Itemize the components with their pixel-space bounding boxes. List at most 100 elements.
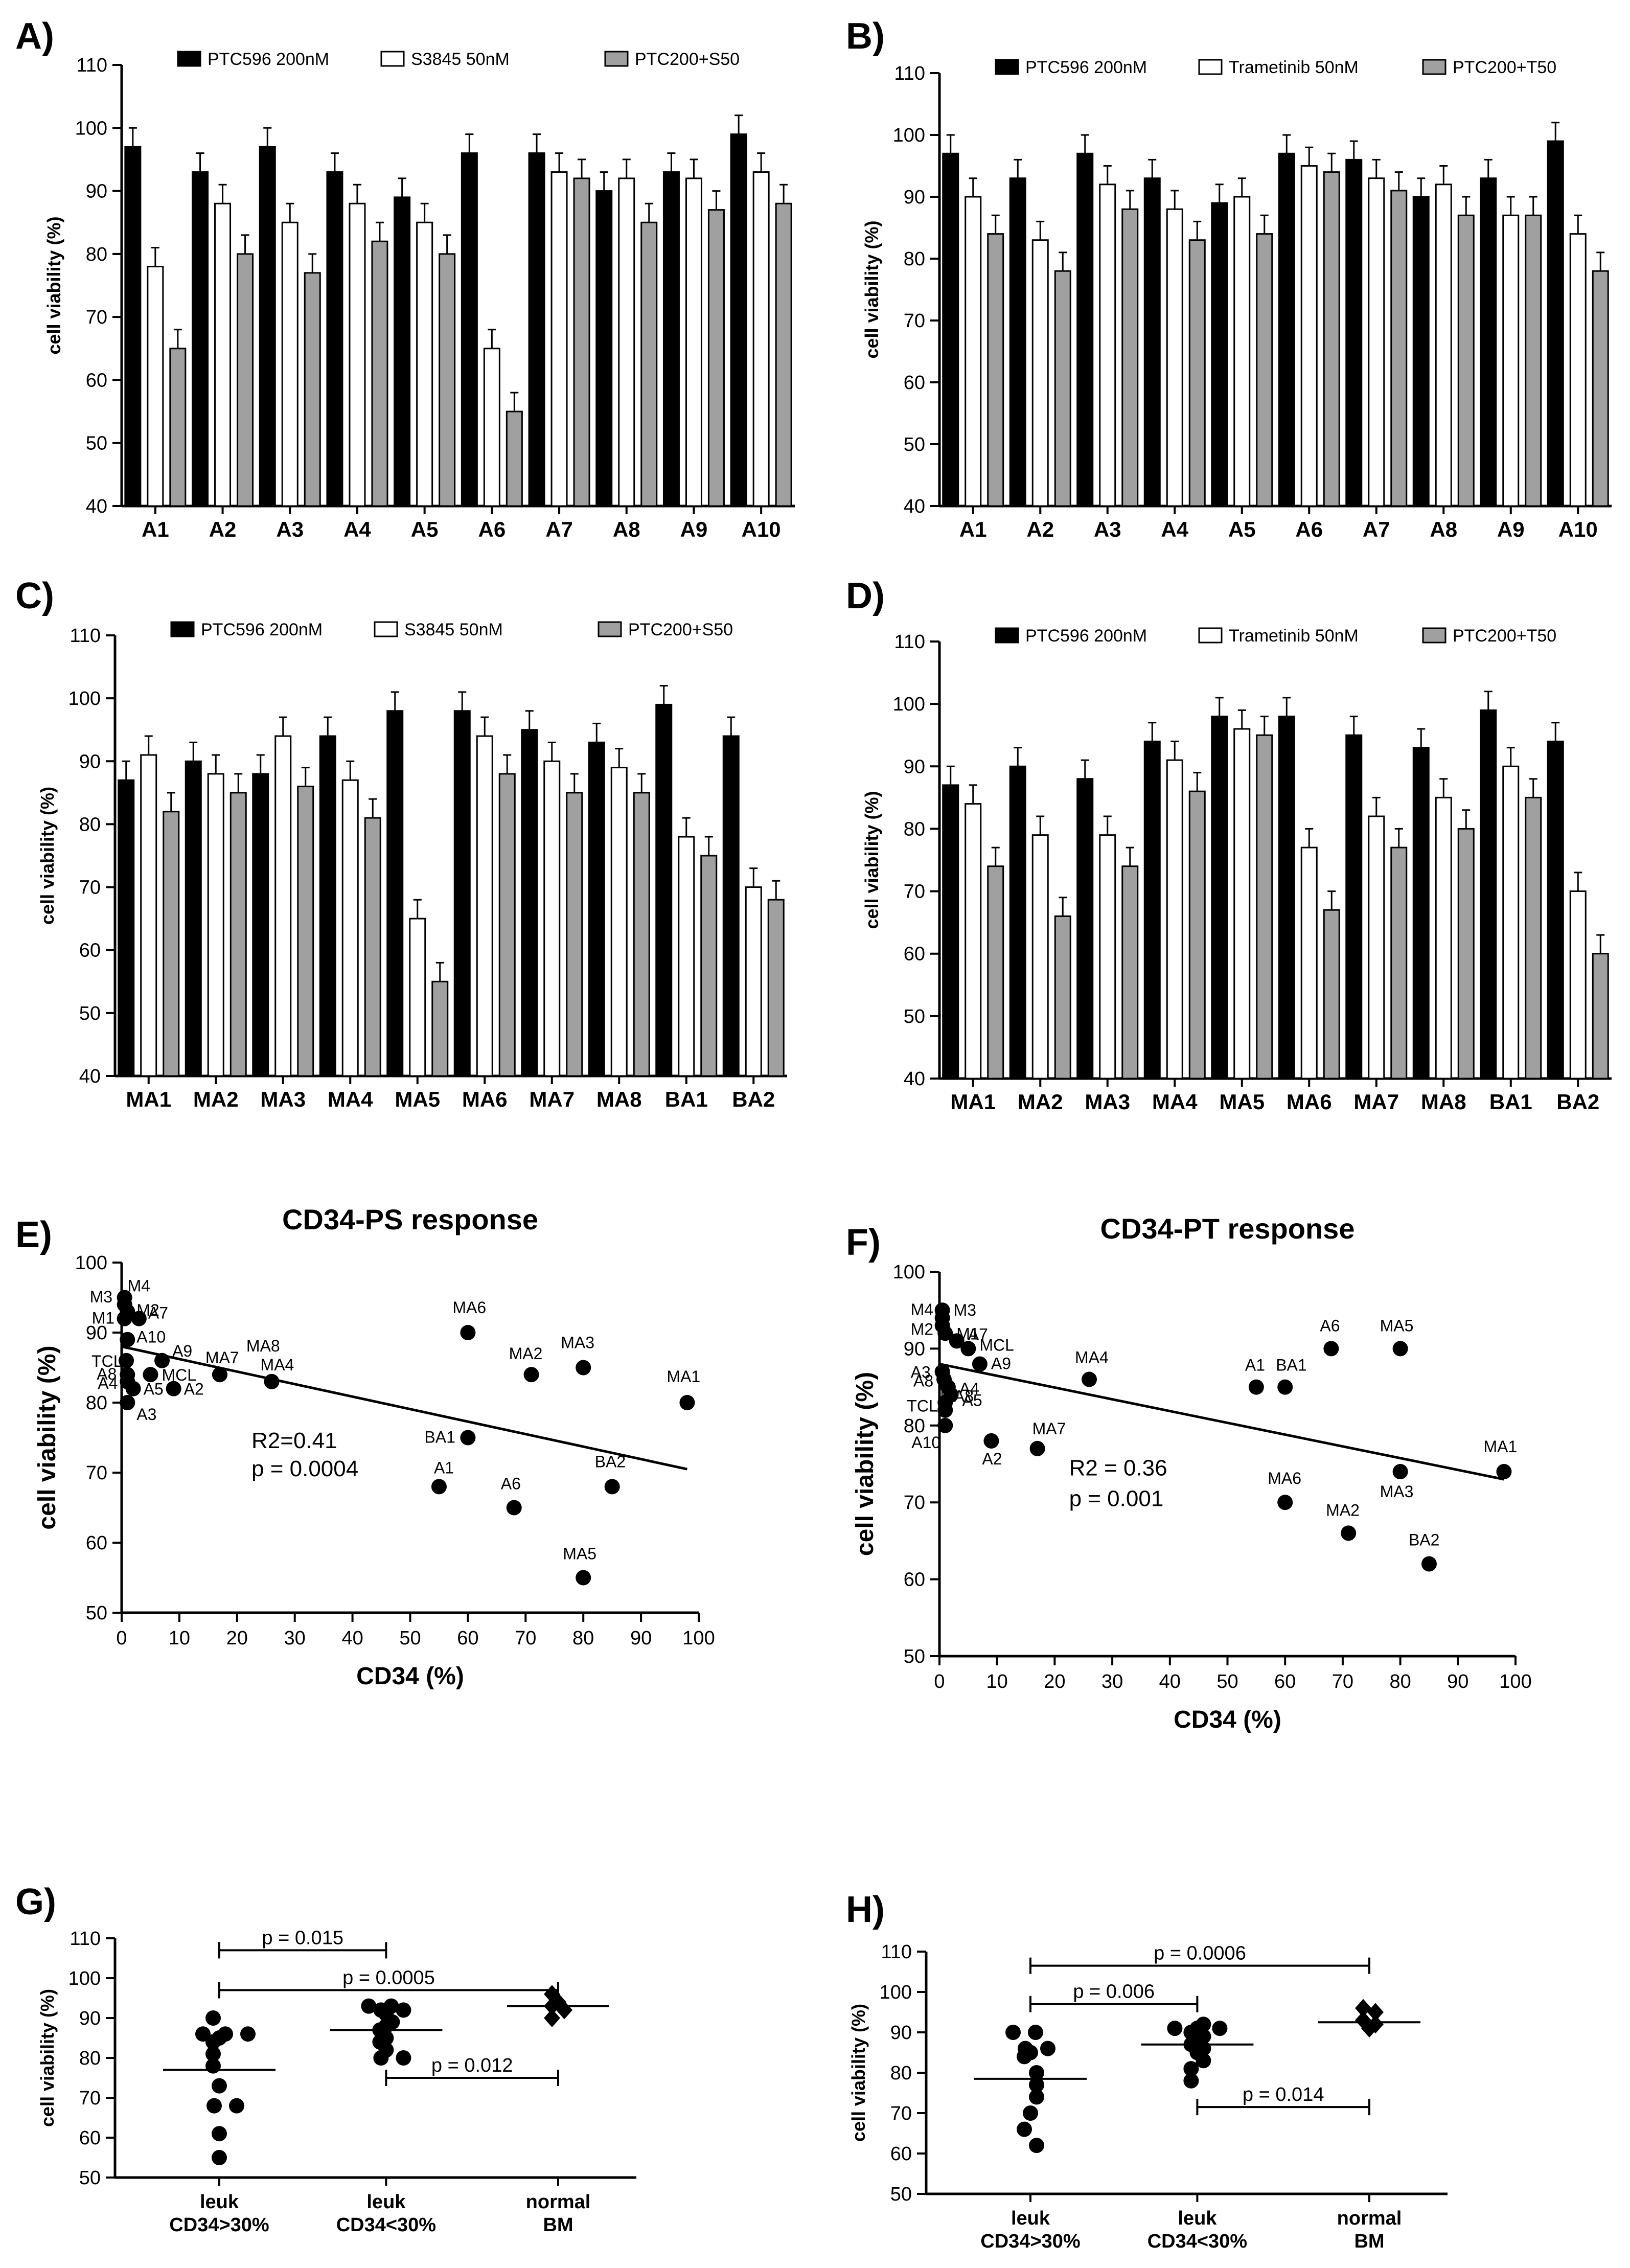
point-label: MA7 bbox=[205, 1348, 239, 1367]
group-label: leuk bbox=[1178, 2208, 1217, 2229]
bar bbox=[1480, 709, 1497, 1080]
y-tick-label: 70 bbox=[904, 881, 925, 903]
bar bbox=[416, 221, 433, 507]
x-tick-label: 70 bbox=[515, 1628, 536, 1649]
data-point bbox=[120, 1332, 135, 1347]
point-label: A8 bbox=[97, 1365, 117, 1383]
x-tick-label: 60 bbox=[457, 1628, 478, 1649]
data-point bbox=[1082, 1371, 1097, 1387]
chart-panel-b: B) 40 50 60 70 80 90 100 110 cell viability (%) A1… bbox=[846, 16, 1612, 541]
y-tick-label: 80 bbox=[79, 814, 101, 835]
x-tick-label: MA5 bbox=[395, 1087, 440, 1111]
bar bbox=[304, 272, 321, 507]
y-tick-label: 40 bbox=[86, 496, 107, 517]
bar bbox=[229, 792, 247, 1077]
x-tick-label: A2 bbox=[1026, 517, 1054, 541]
x-tick-label: MA5 bbox=[1219, 1090, 1265, 1114]
bar bbox=[431, 980, 449, 1077]
bar bbox=[1502, 214, 1520, 507]
bar bbox=[124, 146, 142, 507]
x-tick-label: MA4 bbox=[1152, 1090, 1198, 1114]
data-point bbox=[943, 1387, 959, 1403]
bar bbox=[386, 710, 404, 1077]
data-point bbox=[544, 2009, 560, 2027]
group-label: leuk bbox=[1011, 2208, 1050, 2229]
data-point bbox=[576, 1570, 591, 1586]
bar bbox=[1300, 846, 1318, 1080]
y-tick-label: 90 bbox=[904, 1338, 925, 1360]
y-tick-label: 50 bbox=[79, 2167, 101, 2189]
y-tick-label: 50 bbox=[904, 1006, 925, 1027]
bar bbox=[775, 202, 792, 507]
legend-label: PTC596 200nM bbox=[1025, 626, 1147, 646]
panel-label: C) bbox=[15, 576, 54, 616]
bar bbox=[1323, 171, 1340, 507]
point-label: MCL bbox=[979, 1336, 1014, 1354]
x-tick-label: A10 bbox=[742, 517, 781, 541]
stat-r2: R2=0.41 bbox=[251, 1428, 337, 1453]
y-tick-label: 100 bbox=[75, 1252, 107, 1274]
group-label: CD34<30% bbox=[336, 2214, 436, 2236]
x-tick-label: 90 bbox=[1447, 1671, 1468, 1692]
x-tick-label: BA2 bbox=[732, 1087, 775, 1111]
bar bbox=[1323, 909, 1340, 1080]
bar bbox=[1211, 202, 1228, 507]
point-label: A5 bbox=[144, 1380, 164, 1399]
y-tick-label: 80 bbox=[86, 244, 107, 265]
bar bbox=[1547, 740, 1564, 1080]
data-point bbox=[1277, 1495, 1293, 1510]
point-label: A6 bbox=[501, 1475, 521, 1493]
y-axis-label: cell viability (%) bbox=[861, 220, 882, 358]
y-axis-label: cell viability (%) bbox=[852, 1372, 879, 1556]
bar bbox=[326, 171, 343, 507]
y-axis-label: cell viability (%) bbox=[43, 216, 64, 354]
y-tick-label: 110 bbox=[70, 1928, 101, 1950]
y-tick-label: 60 bbox=[890, 2143, 912, 2165]
chart-title: CD34-PT response bbox=[1100, 1212, 1355, 1245]
legend-swatch bbox=[1198, 627, 1223, 644]
bar bbox=[745, 886, 762, 1077]
bar bbox=[461, 152, 478, 507]
data-point bbox=[604, 1479, 620, 1495]
data-point bbox=[983, 1433, 999, 1449]
y-tick-label: 80 bbox=[904, 248, 925, 270]
stat-p: p = 0.0004 bbox=[251, 1456, 358, 1481]
point-label: M2 bbox=[911, 1320, 933, 1338]
data-point bbox=[1029, 2138, 1044, 2154]
data-point bbox=[361, 1998, 377, 2014]
chart-panel-g: G) 50 60 70 80 90 100 110 cell viability (%) leuk… bbox=[15, 1882, 636, 2236]
point-label: MA4 bbox=[1075, 1348, 1109, 1367]
data-point bbox=[1196, 2053, 1211, 2069]
point-label: MA2 bbox=[1326, 1501, 1360, 1519]
y-tick-label: 80 bbox=[86, 1392, 107, 1414]
bar bbox=[1188, 239, 1206, 507]
bar bbox=[364, 817, 381, 1077]
bar bbox=[752, 171, 770, 507]
legend-swatch bbox=[995, 59, 1019, 75]
chart-title: CD34-PS response bbox=[282, 1203, 538, 1235]
y-tick-label: 60 bbox=[86, 370, 107, 391]
data-point bbox=[264, 1373, 280, 1389]
y-tick-label: 80 bbox=[904, 1415, 925, 1437]
y-tick-label: 40 bbox=[904, 1068, 925, 1090]
p-value: p = 0.012 bbox=[431, 2055, 513, 2076]
point-label: MA2 bbox=[509, 1344, 543, 1363]
bar bbox=[214, 202, 232, 507]
group-label: leuk bbox=[200, 2191, 239, 2213]
x-tick-label: MA2 bbox=[1018, 1090, 1063, 1114]
y-tick-label: 50 bbox=[86, 433, 107, 454]
data-point bbox=[212, 2150, 227, 2165]
p-value: p = 0.015 bbox=[262, 1927, 343, 1949]
legend-swatch bbox=[1422, 59, 1447, 75]
data-point bbox=[205, 2010, 221, 2026]
data-point bbox=[1029, 2077, 1044, 2093]
data-point bbox=[1028, 2025, 1043, 2040]
data-point bbox=[949, 1333, 965, 1349]
group-label: CD34>30% bbox=[169, 2214, 269, 2236]
y-tick-label: 100 bbox=[68, 1968, 101, 1989]
point-label: A5 bbox=[962, 1391, 982, 1410]
bar bbox=[521, 729, 538, 1077]
data-point bbox=[1323, 1341, 1339, 1357]
data-point bbox=[212, 1367, 227, 1383]
